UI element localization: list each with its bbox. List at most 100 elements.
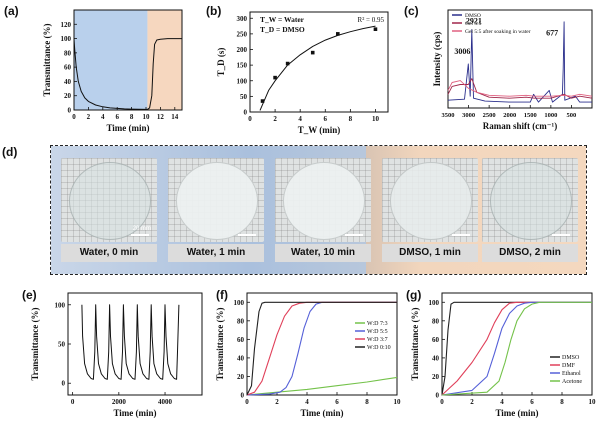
hydrogel-disc	[176, 162, 258, 240]
hydrogel-disc	[283, 162, 365, 240]
x-axis-label: T_W (min)	[298, 125, 341, 135]
water-region	[74, 10, 148, 110]
peak-label: 3006	[454, 47, 470, 56]
x-tick-label: 6	[324, 115, 328, 123]
y-axis-label: Transmittance (%)	[215, 307, 225, 380]
x-tick-label: 4	[101, 113, 105, 121]
photo-caption: DMSO, 2 min	[482, 244, 578, 262]
scale-text: 20 mm	[132, 226, 151, 232]
legend-entry: Ethanol	[562, 371, 581, 377]
x-tick-label: 1000	[544, 112, 557, 119]
y-tick-label: 150	[237, 62, 248, 70]
x-tick-label: 8	[349, 115, 353, 123]
x-tick-label: 10	[143, 113, 151, 121]
y-tick-label: 100	[429, 299, 440, 307]
x-axis-label: Time (min)	[495, 408, 538, 418]
x-tick-label: 10	[394, 398, 402, 406]
scale-bar	[345, 234, 363, 236]
x-tick-label: 2	[87, 113, 91, 121]
x-tick-label: 4	[298, 115, 302, 123]
y-tick-label: 250	[237, 30, 248, 38]
series-line	[246, 301, 397, 396]
data-point	[285, 61, 290, 66]
r-squared-label: R² = 0.95	[358, 16, 385, 24]
y-tick-label: 40	[237, 354, 245, 362]
x-tick-label: 8	[365, 398, 369, 406]
scale-bar	[238, 234, 256, 236]
series-line	[441, 301, 592, 396]
y-tick-label: 0	[244, 109, 248, 117]
panel-letter-a: (a)	[4, 4, 19, 18]
y-axis-label: Transmittance (%)	[410, 307, 420, 380]
y-tick-label: 0	[62, 380, 66, 388]
x-tick-label: 10	[589, 398, 597, 406]
series-line	[246, 301, 397, 396]
y-tick-label: 20	[64, 92, 72, 100]
y-axis-label: Transmittance (%)	[30, 307, 40, 380]
y-tick-label: 80	[432, 317, 440, 325]
legend-entry: Gel 5:5 after soaking in water	[465, 28, 531, 35]
series-line	[441, 301, 592, 396]
data-point	[310, 50, 315, 55]
legend-entry: T_W = Water	[260, 15, 305, 24]
x-tick-label: 2500	[483, 112, 496, 119]
fit-curve	[259, 25, 376, 111]
x-tick-label: 2	[275, 398, 279, 406]
x-tick-label: 8	[560, 398, 564, 406]
y-tick-label: 0	[68, 107, 72, 115]
x-tick-label: 3000	[462, 112, 475, 119]
legend-entry: Gel 5:5	[465, 21, 482, 27]
peak-label: 2921	[466, 17, 482, 26]
scale-bar	[552, 234, 570, 236]
x-tick-label: 2	[273, 115, 277, 123]
y-tick-label: 100	[61, 35, 72, 43]
x-tick-label: 4000	[158, 398, 173, 406]
x-axis-label: Time (min)	[113, 408, 156, 418]
y-axis-label: Intensity (cps)	[432, 32, 442, 87]
spectrum-line	[447, 78, 593, 99]
x-tick-label: 6	[115, 113, 119, 121]
x-tick-label: 1500	[524, 112, 537, 119]
y-tick-label: 60	[237, 336, 245, 344]
peak-label: 677	[546, 28, 558, 37]
photo-panel: 20 mm Water, 0 min Water, 1 min Water, 1…	[50, 145, 587, 275]
y-tick-label: 50	[240, 93, 248, 101]
x-tick-label: 0	[248, 115, 252, 123]
photo-water-1min	[168, 158, 264, 242]
data-point	[273, 75, 277, 80]
x-tick-label: 8	[130, 113, 134, 121]
y-tick-label: 300	[237, 15, 248, 23]
legend-entry: DMSO	[465, 13, 481, 19]
y-tick-label: 40	[64, 78, 72, 86]
x-axis-label: Raman shift (cm⁻¹)	[483, 121, 557, 131]
plot-frame	[441, 292, 593, 396]
x-tick-label: 2000	[112, 398, 127, 406]
x-tick-label: 6	[530, 398, 534, 406]
legend-entry: DMF	[562, 363, 576, 369]
chart-a: 0 2 4 6 8 10 12 14 0 20 40 60 80 100 120 Time (min) Tran…	[42, 9, 183, 133]
data-point	[336, 32, 340, 36]
y-tick-label: 80	[237, 317, 245, 325]
y-tick-label: 100	[55, 301, 66, 309]
panel-letter-g: (g)	[406, 288, 422, 302]
photo-dmso-2min	[482, 158, 578, 242]
photo-water-0min: 20 mm	[61, 158, 157, 242]
x-tick-label: 6	[335, 398, 339, 406]
x-tick-label: 0	[71, 398, 75, 406]
y-tick-label: 0	[241, 392, 245, 400]
y-axis-label: Transmittance (%)	[42, 23, 52, 96]
x-tick-label: 4	[500, 398, 504, 406]
legend-entry: W:D 7:3	[367, 321, 388, 327]
hydrogel-disc	[490, 162, 572, 240]
panel-letter-c: (c)	[404, 4, 419, 18]
panel-letter-e: (e)	[22, 288, 37, 302]
y-tick-label: 200	[237, 46, 248, 54]
photo-caption: Water, 10 min	[275, 244, 371, 262]
photo-caption: DMSO, 1 min	[382, 244, 478, 262]
legend-entry: W:D 5:5	[367, 329, 388, 335]
photo-dmso-1min	[382, 158, 478, 242]
legend-entry: DMSO	[562, 355, 580, 361]
legend-entry: T_D = DMSO	[260, 25, 305, 34]
